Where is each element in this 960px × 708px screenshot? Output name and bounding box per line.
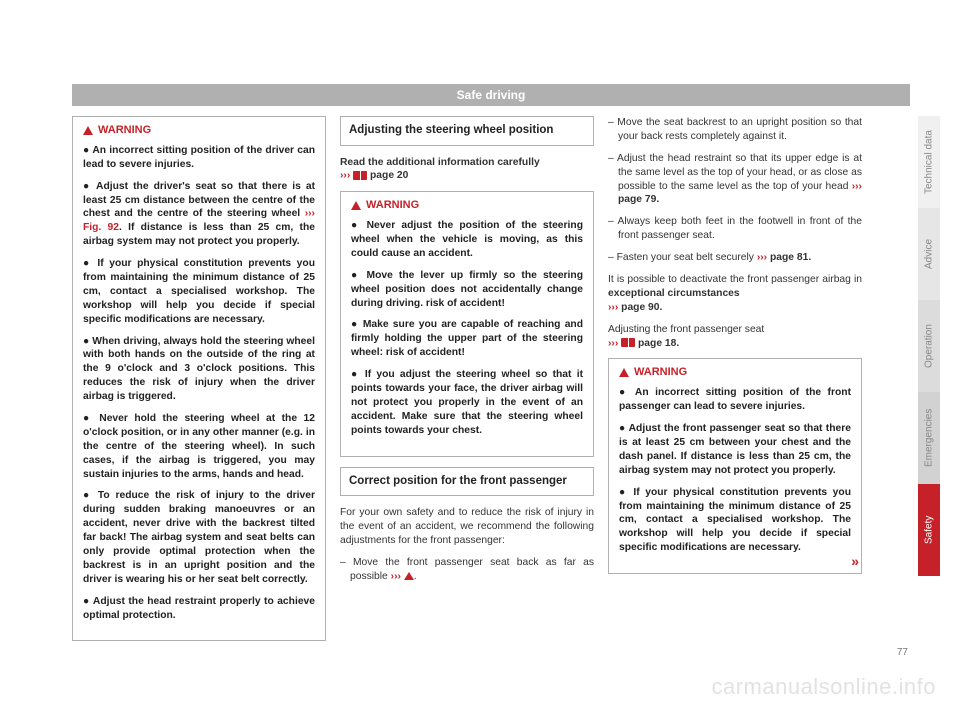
body-text: Adjusting the front passenger seat ››› p… bbox=[608, 323, 862, 351]
list-item: – Move the seat backrest to an upright p… bbox=[608, 116, 862, 144]
list-item: – Move the front passenger seat back as … bbox=[340, 556, 594, 584]
warning-item: ● If you adjust the steering wheel so th… bbox=[351, 368, 583, 437]
warning-title: WARNING bbox=[351, 192, 583, 219]
warning-item: ● An incorrect sitting position of the d… bbox=[83, 144, 315, 172]
warning-item: ● Make sure you are capable of reaching … bbox=[351, 318, 583, 360]
xref-arrows: ››› bbox=[852, 181, 862, 192]
warning-title: WARNING bbox=[619, 359, 851, 386]
xref-arrows: ››› bbox=[340, 170, 353, 181]
warning-label: WARNING bbox=[366, 198, 419, 213]
warning-title: WARNING bbox=[83, 117, 315, 144]
book-icon bbox=[353, 171, 367, 180]
xref-arrows: ››› bbox=[305, 208, 315, 219]
warning-triangle-icon bbox=[351, 201, 361, 210]
tab-safety[interactable]: Safety bbox=[918, 484, 940, 576]
warning-item: ● If your physical constitution prevents… bbox=[619, 486, 851, 555]
tab-advice[interactable]: Advice bbox=[918, 208, 940, 300]
xref-arrows: ››› bbox=[608, 338, 621, 349]
figure-ref: Fig. 92 bbox=[83, 222, 119, 233]
warning-item: ● Adjust the driver's seat so that there… bbox=[83, 180, 315, 249]
xref-arrows: ››› bbox=[391, 571, 404, 582]
warning-item: ● Never adjust the position of the steer… bbox=[351, 219, 583, 261]
body-text: For your own safety and to reduce the ri… bbox=[340, 506, 594, 548]
warning-label: WARNING bbox=[634, 365, 687, 380]
column-2: Adjusting the steering wheel position Re… bbox=[340, 116, 594, 666]
tab-operation[interactable]: Operation bbox=[918, 300, 940, 392]
warning-box-driver: WARNING ● An incorrect sitting position … bbox=[72, 116, 326, 641]
warning-triangle-icon bbox=[83, 126, 93, 135]
watermark: carmanualsonline.info bbox=[711, 674, 936, 700]
list-item: – Always keep both feet in the footwell … bbox=[608, 215, 862, 243]
page-number: 77 bbox=[897, 647, 908, 658]
warning-item: ● Move the lever up firmly so the steeri… bbox=[351, 269, 583, 311]
warning-triangle-icon bbox=[619, 368, 629, 377]
warning-item: ● Adjust the front passenger seat so tha… bbox=[619, 422, 851, 478]
warning-box-steering: WARNING ● Never adjust the position of t… bbox=[340, 191, 594, 456]
warning-item: ● An incorrect sitting position of the f… bbox=[619, 386, 851, 414]
side-tabs: Technical data Advice Operation Emergenc… bbox=[918, 116, 940, 576]
body-text: It is possible to deactivate the front p… bbox=[608, 273, 862, 315]
warning-triangle-icon bbox=[404, 572, 414, 580]
read-info: Read the additional information carefull… bbox=[340, 156, 594, 184]
tab-emergencies[interactable]: Emergencies bbox=[918, 392, 940, 484]
warning-item: ● Never hold the steering wheel at the 1… bbox=[83, 412, 315, 481]
section-title-passenger: Correct position for the front passenger bbox=[340, 467, 594, 497]
xref-arrows: ››› bbox=[757, 252, 770, 263]
content-columns: WARNING ● An incorrect sitting position … bbox=[72, 116, 862, 666]
warning-item: ● If your physical constitution prevents… bbox=[83, 257, 315, 326]
book-icon bbox=[621, 338, 635, 347]
tab-technical-data[interactable]: Technical data bbox=[918, 116, 940, 208]
xref-arrows: ››› bbox=[608, 302, 621, 313]
list-item: – Fasten your seat belt securely ››› pag… bbox=[608, 251, 862, 265]
section-title-steering: Adjusting the steering wheel position bbox=[340, 116, 594, 146]
warning-box-passenger: WARNING ● An incorrect sitting position … bbox=[608, 358, 862, 574]
column-1: WARNING ● An incorrect sitting position … bbox=[72, 116, 326, 666]
warning-item: ● Adjust the head restraint properly to … bbox=[83, 595, 315, 623]
warning-label: WARNING bbox=[98, 123, 151, 138]
warning-item: ● To reduce the risk of injury to the dr… bbox=[83, 489, 315, 586]
warning-item: ● When driving, always hold the steering… bbox=[83, 335, 315, 404]
manual-page: Safe driving WARNING ● An incorrect sitt… bbox=[0, 0, 960, 708]
column-3: – Move the seat backrest to an upright p… bbox=[608, 116, 862, 666]
continuation-arrow-icon: » bbox=[851, 552, 859, 571]
section-header: Safe driving bbox=[72, 84, 910, 106]
list-item: – Adjust the head restraint so that its … bbox=[608, 152, 862, 208]
